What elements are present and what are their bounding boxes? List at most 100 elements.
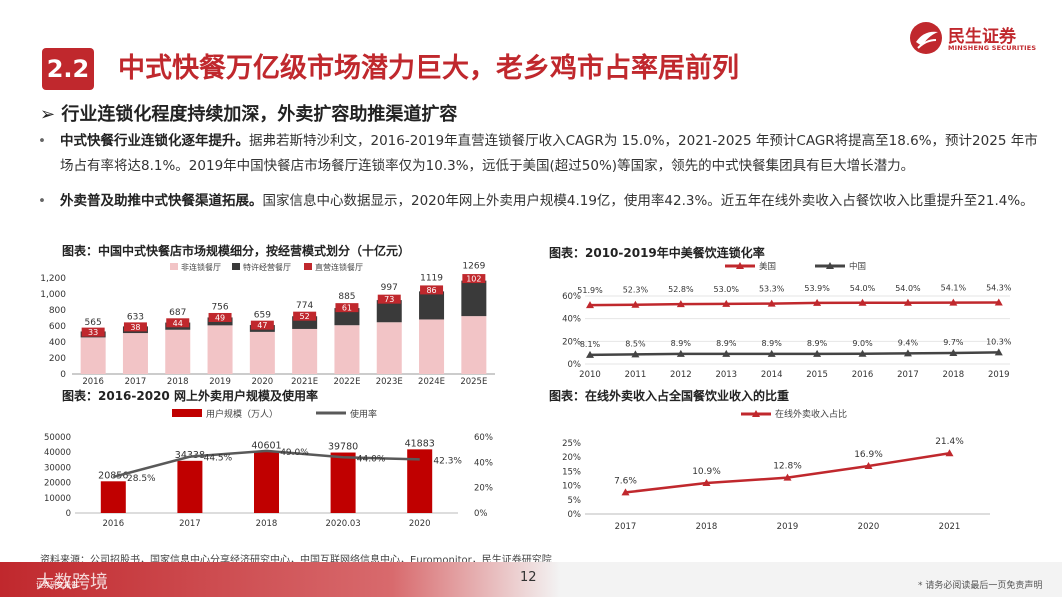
bar-direct-chain bbox=[335, 303, 359, 313]
data-point bbox=[676, 349, 685, 357]
legend-swatch bbox=[170, 263, 178, 270]
y-tick-label-left: 30000 bbox=[44, 463, 71, 473]
legend-label: 在线外卖收入占比 bbox=[775, 408, 847, 420]
bullet-item: • 中式快餐行业连锁化逐年提升。据弗若斯特沙利文，2016-2019年直营连锁餐… bbox=[38, 129, 1048, 179]
data-point bbox=[994, 348, 1003, 356]
data-point bbox=[631, 350, 640, 358]
bullet-text: 据弗若斯特沙利文，2016-2019年直营连锁餐厅收入CAGR为 15.0%，2… bbox=[60, 133, 1038, 174]
footer-brand-small: 证券研究报告 bbox=[36, 581, 78, 589]
bar-direct-chain bbox=[420, 285, 444, 295]
legend-label: 中国 bbox=[849, 261, 866, 272]
data-point bbox=[858, 349, 867, 357]
legend-swatch bbox=[232, 263, 240, 270]
section-number-badge: 2.2 bbox=[42, 48, 94, 90]
bar-value-label: 34338 bbox=[175, 450, 205, 461]
data-label: 9.7% bbox=[943, 338, 964, 347]
x-tick-label: 2018 bbox=[943, 370, 965, 380]
chart-chain-rate: 60% 40% 20% 0% 美国 51.9% 52.3% 52.8% 53.0% 53.3% 53… bbox=[562, 261, 1012, 380]
bar-franchise bbox=[419, 291, 445, 320]
bar-franchise bbox=[461, 280, 487, 317]
bar-users bbox=[254, 451, 279, 513]
x-tick-label: 2017 bbox=[615, 522, 637, 532]
data-point bbox=[631, 300, 640, 308]
x-tick-label: 2021 bbox=[939, 522, 961, 532]
x-tick-label: 2017 bbox=[179, 519, 201, 529]
bar-direct-chain bbox=[462, 274, 486, 284]
bar-non-chain bbox=[461, 316, 487, 374]
bullet-lead: 中式快餐行业连锁化逐年提升。 bbox=[60, 133, 249, 149]
data-label: 53.0% bbox=[714, 285, 740, 294]
data-point bbox=[767, 349, 776, 357]
y-tick-label: 10% bbox=[562, 482, 581, 492]
direct-value-label: 33 bbox=[88, 328, 98, 337]
direct-value-label: 47 bbox=[257, 321, 267, 330]
direct-value-label: 73 bbox=[384, 295, 394, 304]
data-label: 51.9% bbox=[577, 286, 603, 295]
y-tick-label: 1,200 bbox=[40, 274, 66, 284]
data-point bbox=[767, 299, 776, 307]
total-value-label: 633 bbox=[127, 312, 144, 322]
x-tick-label: 2025E bbox=[460, 377, 487, 384]
bar-direct-chain bbox=[166, 318, 190, 328]
x-tick-label: 2022E bbox=[333, 377, 360, 384]
bar-direct-chain bbox=[81, 327, 105, 337]
data-label: 16.9% bbox=[854, 450, 883, 460]
bar-non-chain bbox=[165, 329, 191, 374]
x-tick-label: 2018 bbox=[256, 519, 278, 529]
total-value-label: 997 bbox=[381, 283, 398, 293]
data-label: 54.1% bbox=[941, 284, 967, 293]
total-value-label: 1119 bbox=[420, 273, 443, 283]
x-tick-label: 2020 bbox=[858, 522, 880, 532]
chart-market-size: 1,200 1,000 800 600 400 200 0 非连锁餐厅 特许经营餐厅 直营连锁餐厅… bbox=[40, 261, 495, 384]
data-label: 8.9% bbox=[762, 339, 783, 348]
direct-value-label: 38 bbox=[130, 323, 140, 332]
data-point bbox=[783, 473, 792, 481]
disclaimer: * 请务必阅读最后一页免责声明 bbox=[918, 581, 1043, 591]
footer-bar bbox=[0, 562, 560, 597]
data-point bbox=[813, 298, 822, 306]
bar-value-label: 39780 bbox=[328, 442, 358, 453]
data-label: 52.3% bbox=[623, 286, 649, 295]
data-label: 9.4% bbox=[898, 338, 919, 347]
data-point bbox=[621, 488, 630, 496]
bar-non-chain bbox=[249, 331, 275, 374]
x-tick-label: 2017 bbox=[125, 377, 147, 384]
series-line bbox=[112, 449, 420, 479]
legend-label: 非连锁餐厅 bbox=[181, 262, 221, 272]
total-value-label: 756 bbox=[211, 303, 228, 313]
data-point bbox=[586, 301, 594, 309]
data-label: 21.4% bbox=[935, 437, 964, 447]
line-value-label: 44.5% bbox=[204, 454, 233, 464]
x-tick-label: 2021E bbox=[291, 377, 318, 384]
y-tick-label-left: 10000 bbox=[44, 494, 71, 504]
y-tick-label: 600 bbox=[49, 322, 66, 332]
data-point bbox=[945, 449, 954, 457]
bar-direct-chain bbox=[377, 294, 401, 304]
legend-swatch bbox=[304, 263, 312, 270]
chart-delivery-users: 50000 40000 30000 20000 10000 0 60% 40% 20% 0% 用户规… bbox=[44, 408, 493, 529]
bar-non-chain bbox=[376, 322, 402, 374]
data-point bbox=[864, 462, 873, 470]
data-label: 7.6% bbox=[614, 476, 637, 486]
bullet-text: 国家信息中心数据显示，2020年网上外卖用户规模4.19亿，使用率42.3%。近… bbox=[262, 193, 1034, 209]
bar-direct-chain bbox=[293, 311, 317, 321]
y-tick-label: 5% bbox=[568, 496, 582, 506]
legend-label: 美国 bbox=[759, 261, 776, 272]
bar-non-chain bbox=[419, 319, 445, 374]
brand-name-cn: 民生证券 bbox=[948, 27, 1016, 47]
y-tick-label: 15% bbox=[562, 467, 581, 477]
line-value-label: 42.3% bbox=[433, 456, 462, 466]
y-tick-label: 0% bbox=[568, 360, 582, 370]
data-source-note: 资料来源：公司招股书，国家信息中心分享经济研究中心，中国互联网络信息中心，Eur… bbox=[40, 555, 552, 566]
x-tick-label: 2019 bbox=[777, 522, 799, 532]
series-line bbox=[625, 451, 950, 494]
x-tick-label: 2010 bbox=[579, 370, 601, 380]
legend-line-marker bbox=[752, 410, 760, 417]
bar-non-chain bbox=[334, 325, 360, 374]
x-tick-label: 2015 bbox=[806, 370, 828, 380]
y-tick-label-left: 0 bbox=[66, 509, 71, 519]
x-tick-label: 2018 bbox=[696, 522, 718, 532]
x-tick-label: 2017 bbox=[897, 370, 919, 380]
brand-logo-icon bbox=[910, 22, 942, 54]
